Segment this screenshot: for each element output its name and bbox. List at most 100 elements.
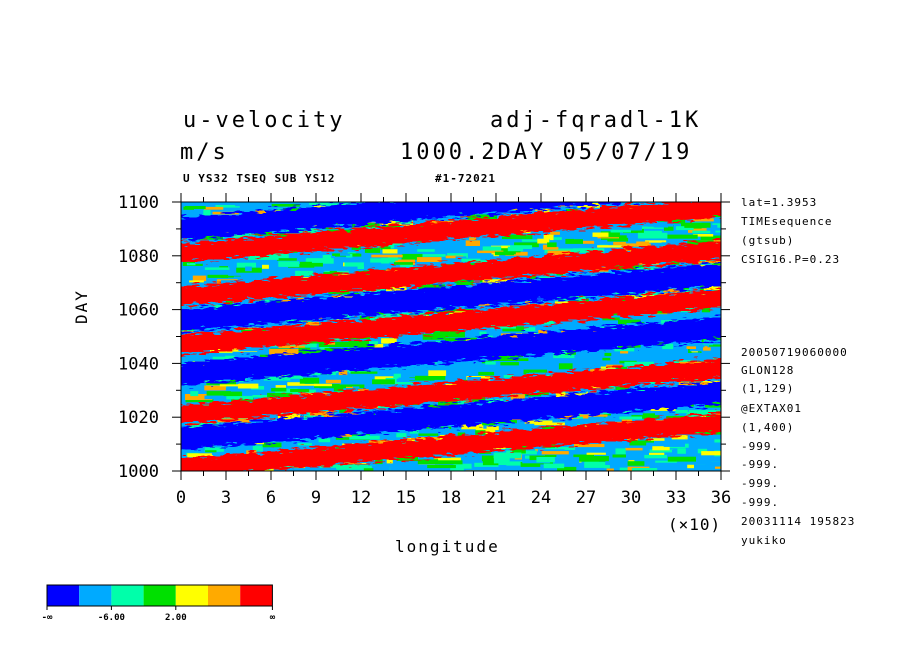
field-speckle	[184, 206, 206, 209]
subtitle-left: U YS32 TSEQ SUB YS12	[183, 172, 336, 185]
colorbar-label: 2.00	[165, 613, 187, 623]
field-speckle	[637, 232, 668, 239]
field-speckle	[215, 205, 240, 208]
field-speckle	[372, 379, 395, 385]
field-speckle	[386, 459, 393, 464]
field-speckle	[380, 313, 410, 317]
field-speckle	[328, 341, 336, 345]
field-speckle	[675, 410, 688, 414]
field-speckle	[295, 270, 314, 277]
field-speckle	[280, 373, 303, 379]
field-speckle	[550, 241, 581, 247]
field-speckle	[185, 394, 213, 400]
x-tick-label: 12	[351, 488, 371, 508]
field-speckle	[592, 362, 599, 368]
field-speckle	[186, 263, 196, 266]
field-speckle	[248, 255, 279, 260]
field-speckle	[350, 371, 378, 374]
band-core-5	[181, 390, 721, 442]
side-info-missing-4: -999.	[741, 496, 780, 509]
field-speckle	[603, 465, 610, 469]
colorbar-swatch	[111, 585, 144, 606]
field-speckle	[631, 415, 660, 419]
field-speckle	[455, 256, 467, 262]
field-speckle	[667, 456, 696, 462]
field-speckle	[204, 206, 224, 210]
field-speckle	[254, 231, 272, 238]
field-speckle	[625, 447, 643, 451]
field-speckle	[715, 466, 721, 469]
field-speckle	[479, 450, 491, 454]
field-speckle	[415, 375, 446, 380]
field-speckle	[287, 469, 307, 471]
units-label: m/s	[180, 140, 229, 165]
colorbar-label: -6.00	[98, 613, 125, 623]
field-speckle	[465, 240, 480, 246]
side-info-time: TIMEsequence	[741, 215, 833, 228]
field-speckle	[667, 234, 698, 239]
field-speckle	[531, 452, 543, 458]
field-speckle	[349, 343, 375, 348]
field-speckle	[634, 222, 648, 226]
colorbar-label: ∞	[270, 613, 276, 623]
field-speckle	[418, 427, 450, 434]
side-info-user: yukiko	[741, 534, 787, 547]
field-speckle	[530, 298, 548, 305]
field-speckle	[236, 262, 256, 268]
field-speckle	[338, 370, 348, 376]
field-speckle	[663, 443, 685, 447]
band-negative-8	[181, 202, 632, 241]
band-core-7	[181, 271, 721, 324]
field-speckle	[582, 240, 595, 244]
field-speckle	[718, 309, 721, 314]
field-speckle	[521, 327, 536, 332]
field-speckle	[456, 283, 473, 285]
field-speckle	[615, 448, 626, 455]
x-tick-label: 36	[711, 488, 731, 508]
x-tick-label: 6	[266, 488, 276, 508]
field-speckle	[507, 246, 523, 252]
field-speckle	[677, 448, 686, 454]
field-speckle	[620, 351, 629, 354]
field-speckle	[307, 262, 323, 267]
field-speckle	[630, 453, 643, 456]
field-speckle	[240, 327, 263, 330]
field-speckle	[227, 446, 253, 449]
field-speckle	[271, 203, 300, 207]
field-speckle	[493, 457, 510, 464]
field-speckle	[428, 370, 447, 376]
field-speckle	[514, 242, 539, 248]
field-speckle	[649, 452, 665, 456]
field-speckle	[223, 391, 243, 397]
field-speckle	[522, 458, 550, 464]
field-speckle	[646, 362, 673, 365]
x-tick-label: 0	[176, 488, 186, 508]
field-speckle	[422, 334, 446, 340]
field-speckle	[493, 452, 522, 459]
field-speckle	[659, 237, 688, 243]
field-speckle	[348, 341, 369, 345]
field-speckle	[687, 464, 694, 469]
field-speckle	[386, 286, 407, 292]
field-speckle	[364, 248, 380, 253]
field-speckle	[693, 218, 714, 222]
field-speckle	[542, 244, 559, 250]
field-speckle	[662, 343, 674, 350]
field-speckle	[286, 341, 317, 348]
field-speckle	[547, 250, 571, 256]
field-speckle	[706, 227, 721, 231]
field-speckle	[469, 237, 477, 240]
field-speckle	[472, 397, 486, 402]
field-speckle	[600, 366, 616, 369]
field-speckle	[299, 377, 320, 384]
colorbar-swatch	[240, 585, 273, 606]
field-speckle	[325, 379, 341, 384]
field-speckle	[190, 391, 199, 397]
field-speckle	[319, 346, 329, 351]
field-speckle	[336, 464, 369, 470]
side-info-glon: GLON128	[741, 364, 795, 377]
field-speckle	[263, 376, 291, 381]
field-speckle	[689, 345, 705, 352]
field-speckle	[275, 385, 286, 388]
